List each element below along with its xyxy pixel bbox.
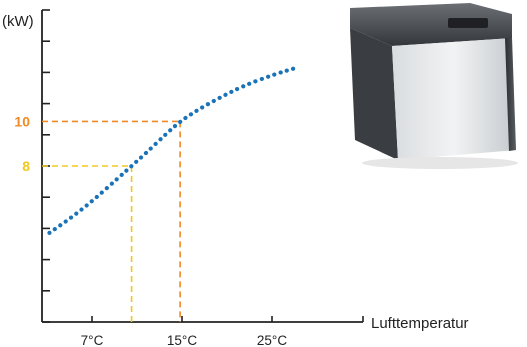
y-tick-labels: 10 8 [14, 113, 30, 174]
series-layer [47, 65, 298, 235]
unit-top [350, 3, 512, 46]
unit-front [350, 28, 398, 160]
x-tick-label: 25°C [257, 333, 287, 347]
series-line [47, 65, 298, 235]
unit-edge [505, 38, 516, 151]
unit-body [392, 38, 516, 160]
unit-display-panel [448, 18, 488, 28]
y-axis-label: (kW) [2, 13, 34, 30]
y-tick-label: 8 [22, 158, 30, 174]
x-tick-label: 7°C [81, 333, 104, 347]
unit-shadow [362, 157, 518, 169]
x-axis-label: Lufttemperatur [371, 315, 469, 332]
x-tick-label: 15°C [167, 333, 197, 347]
x-tick-labels: 7°C 15°C 25°C [81, 333, 288, 347]
axes [41, 9, 364, 323]
guide-lines [42, 120, 181, 322]
x-axis-ticks [91, 316, 364, 322]
heat-pump-illustration [350, 3, 518, 169]
y-tick-label: 10 [14, 113, 30, 129]
